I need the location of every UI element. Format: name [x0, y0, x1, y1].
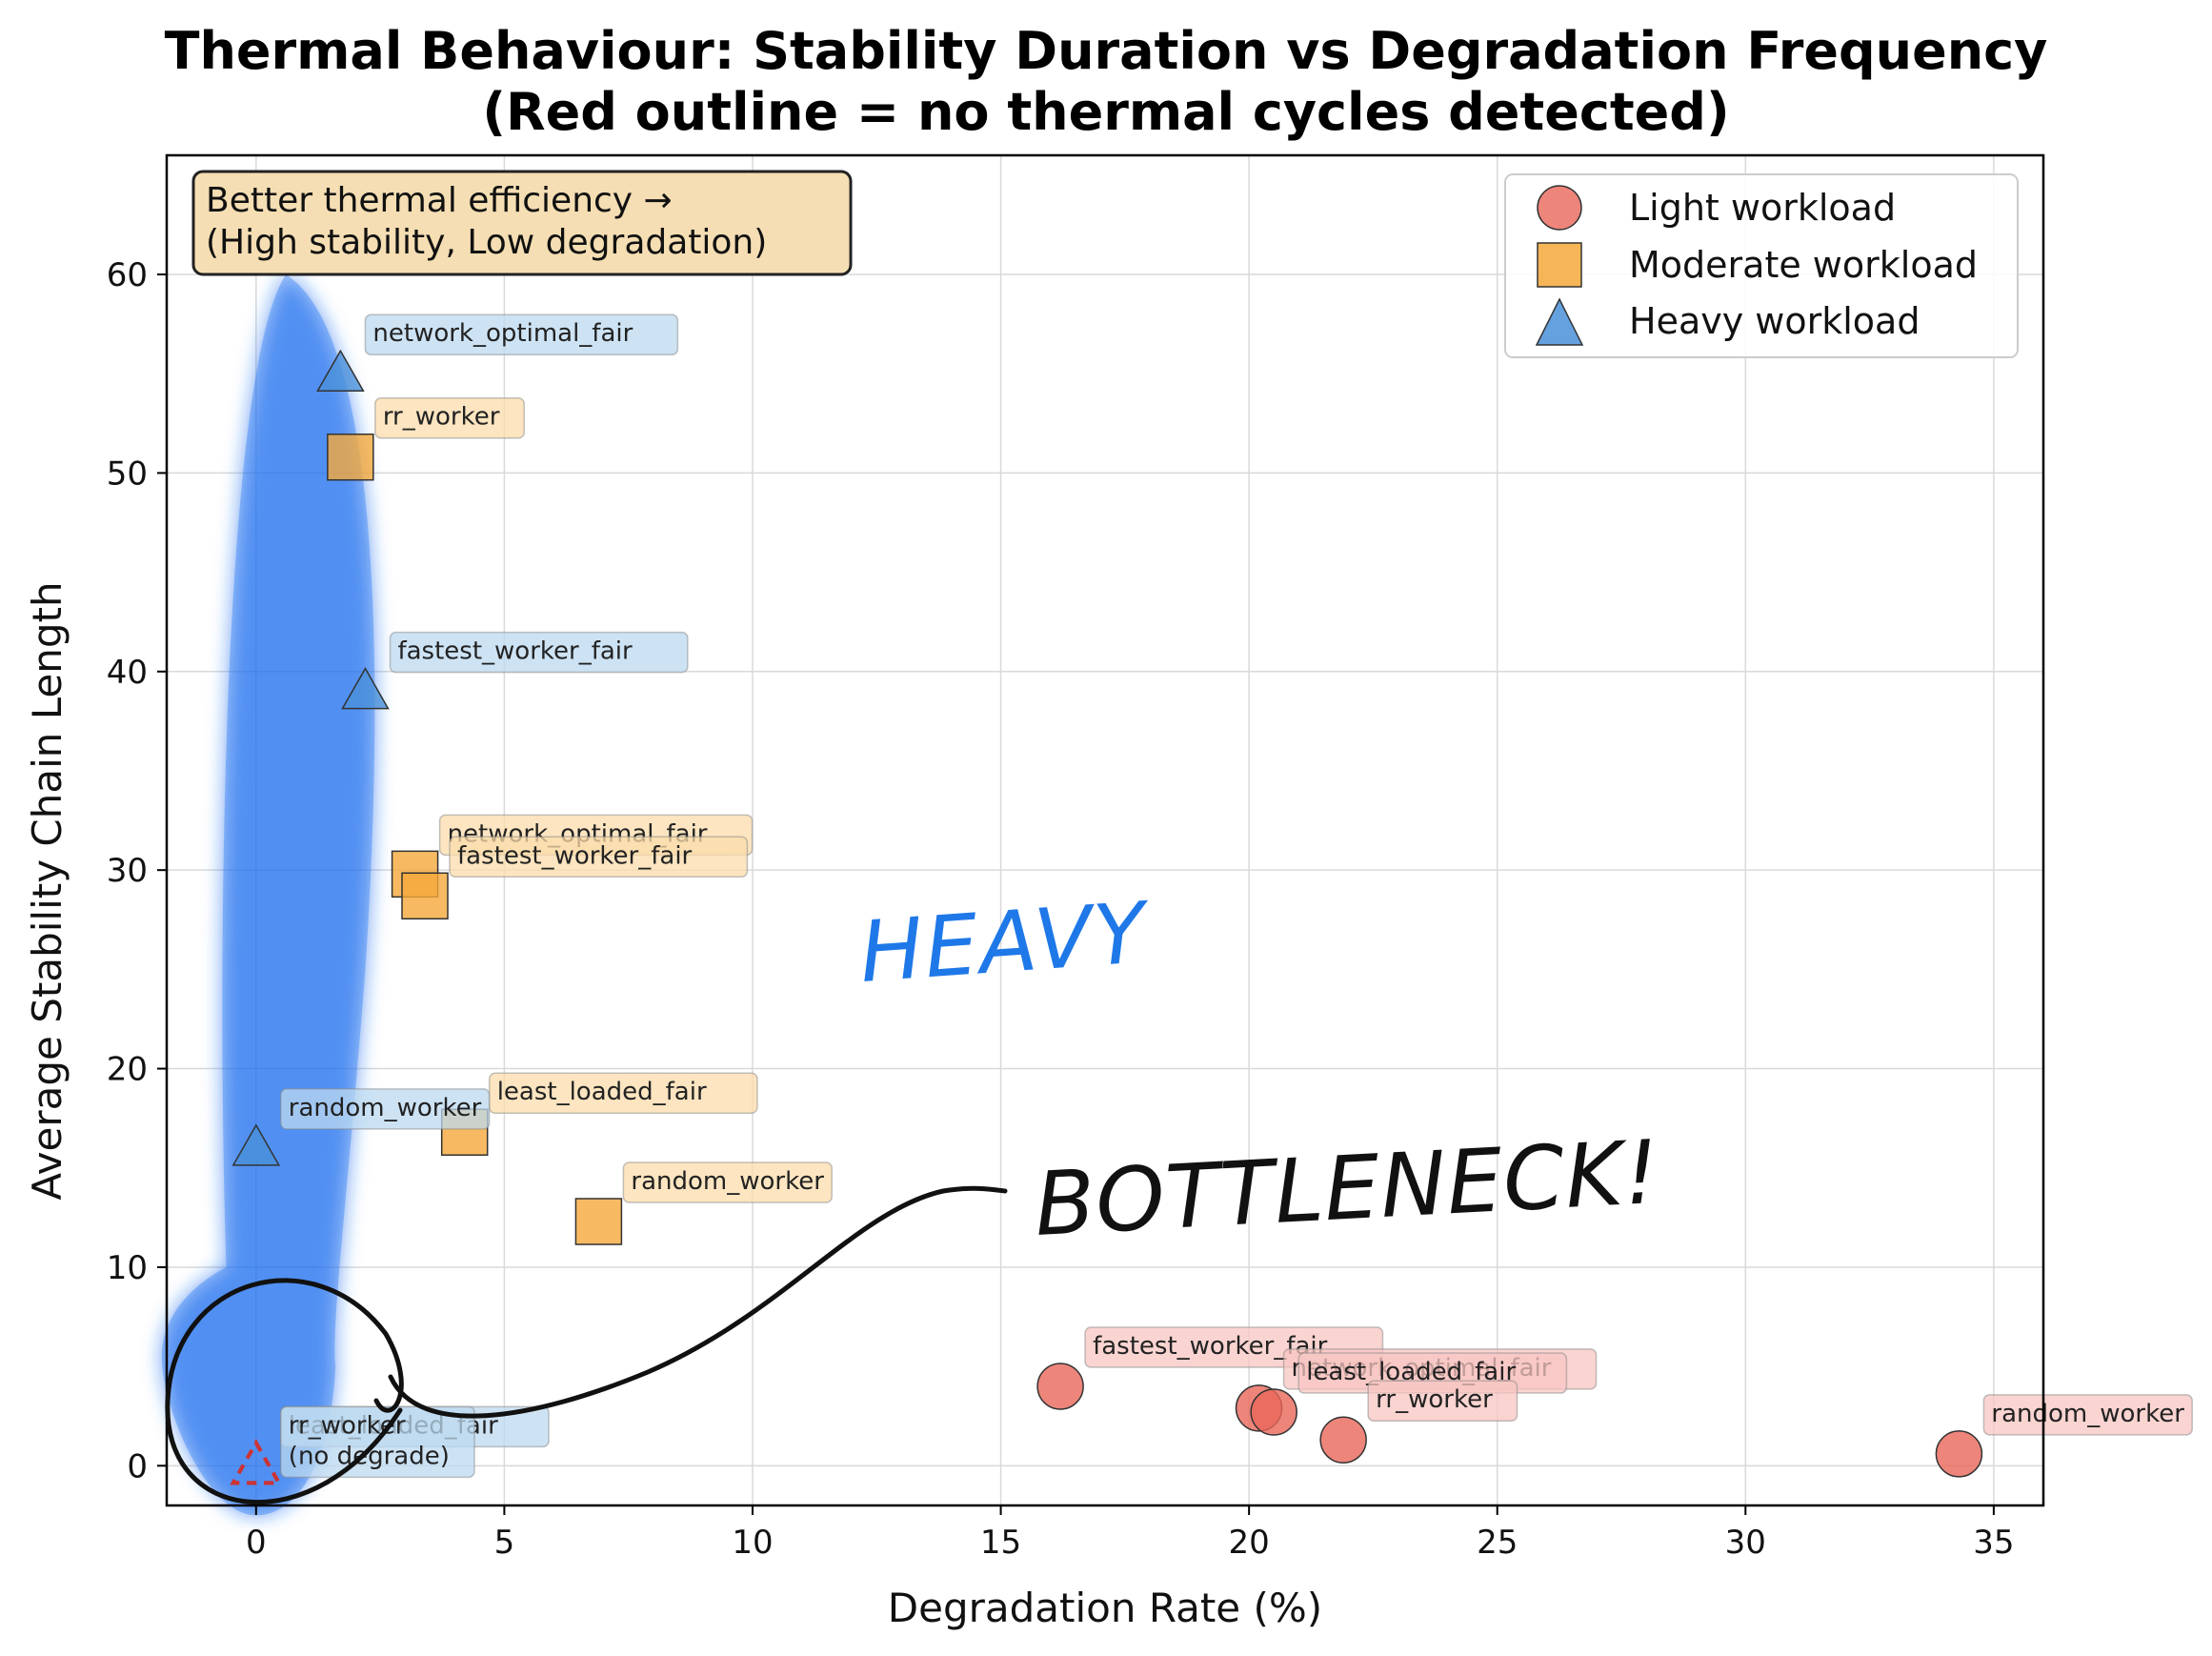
point-square-1-4: [574, 1198, 623, 1245]
point-label: rr_worker: [383, 403, 500, 432]
point-circle-0-4: [1935, 1430, 1983, 1478]
point-label-group: network_optimal_fair: [364, 313, 679, 355]
y-tick-label: 20: [107, 1051, 148, 1089]
point-circle-0-2: [1250, 1388, 1297, 1436]
point-label: random_worker: [289, 1094, 482, 1122]
y-tick-label: 30: [107, 852, 148, 890]
chart-title: Thermal Behaviour: Stability Duration vs…: [165, 21, 2048, 81]
point-label-bg: [1367, 1380, 1518, 1422]
point-label: network_optimal_fair: [372, 319, 633, 348]
x-axis-ticks: 0 5 10 15 20 25 30 35: [246, 1505, 2015, 1562]
legend-light-marker: [1537, 185, 1582, 231]
point-label-bg: [374, 396, 525, 439]
legend-moderate-label: Moderate workload: [1629, 244, 1978, 286]
heavy-annotation: HEAVY: [856, 883, 1154, 1001]
legend: Light workload Moderate workload Heavy w…: [1504, 173, 2019, 358]
x-axis-label: Degradation Rate (%): [888, 1585, 1322, 1631]
bottleneck-annotation: BOTTLENECK!: [1033, 1121, 1662, 1256]
info-box-line-2: (High stability, Low degradation): [206, 223, 767, 262]
x-tick-label: 10: [732, 1524, 773, 1562]
y-tick-label: 40: [107, 654, 148, 692]
point-triangle-2-0: [316, 349, 365, 392]
point-circle-0-0: [1036, 1363, 1084, 1410]
point-label: random_worker: [1991, 1400, 2184, 1428]
highlight-region: [161, 274, 375, 1516]
y-tick-label: 60: [107, 256, 148, 294]
point-square-1-0: [327, 433, 374, 481]
legend-frame: [1504, 173, 2019, 358]
x-tick-label: 35: [1973, 1524, 2014, 1562]
y-axis-ticks: 0 10 20 30 40 50 60: [107, 256, 167, 1485]
point-label-group: random_worker: [280, 1088, 491, 1130]
data-marks: [230, 349, 1983, 1485]
info-box-background: [191, 170, 853, 276]
point-label-bg: [389, 631, 689, 674]
chart-subtitle: (Red outline = no thermal cycles detecte…: [482, 82, 1729, 142]
x-tick-label: 5: [494, 1524, 515, 1562]
point-label: fastest_worker_fair: [397, 637, 633, 666]
highlight-glow: [161, 274, 375, 1516]
legend-light-label: Light workload: [1629, 187, 1896, 229]
bottleneck-arrow: [388, 1185, 1008, 1419]
point-label-group: random_worker: [1982, 1394, 2193, 1436]
point-label-group: fastest_worker_fair: [389, 631, 689, 674]
point-label: rr_worker: [289, 1411, 406, 1440]
point-square-1-2: [401, 872, 449, 920]
y-tick-label: 10: [107, 1249, 148, 1287]
legend-moderate-marker: [1537, 242, 1582, 288]
point-label-bg: [622, 1161, 833, 1203]
point-label: fastest_worker_fair: [457, 841, 693, 870]
point-label-group: rr_worker: [1367, 1380, 1518, 1422]
info-box-line-1: Better thermal efficiency →: [206, 181, 673, 220]
x-tick-label: 0: [246, 1524, 267, 1562]
point-label: least_loaded_fair: [497, 1078, 707, 1106]
point-triangle-2-2: [231, 1123, 281, 1166]
plot-frame: [165, 153, 2045, 1507]
highlight-core: [161, 274, 375, 1516]
point-label-bg: [364, 313, 679, 355]
point-label: random_worker: [631, 1167, 824, 1196]
point-label-bg: [449, 836, 749, 878]
point-label-group: fastest_worker_fair: [449, 836, 749, 878]
bottleneck-circle: [165, 1278, 404, 1505]
point-triangle-2-1: [341, 667, 390, 710]
y-tick-label: 50: [107, 454, 148, 493]
point-circle-0-3: [1319, 1416, 1367, 1464]
legend-heavy-marker: [1535, 297, 1584, 346]
point-label-bg: [1982, 1394, 2193, 1436]
point-label: rr_worker: [1376, 1385, 1493, 1414]
x-tick-label: 15: [980, 1524, 1021, 1562]
x-tick-label: 25: [1477, 1524, 1518, 1562]
legend-heavy-label: Heavy workload: [1629, 300, 1920, 342]
x-tick-label: 30: [1725, 1524, 1766, 1562]
info-box: Better thermal efficiency → (High stabil…: [191, 170, 853, 276]
x-tick-label: 20: [1229, 1524, 1270, 1562]
point-label-group: least_loaded_fair: [488, 1072, 758, 1114]
point-label-bg: [280, 1088, 491, 1130]
y-axis-label: Average Stability Chain Length: [24, 581, 70, 1200]
point-labels: fastest_worker_fair network_optimal_fairl…: [280, 313, 2193, 1479]
point-label-group: rr_worker: [374, 396, 525, 439]
point-label-group: random_worker: [622, 1161, 833, 1203]
point-triangle-2-4: [230, 1439, 283, 1485]
y-tick-label: 0: [127, 1447, 148, 1485]
